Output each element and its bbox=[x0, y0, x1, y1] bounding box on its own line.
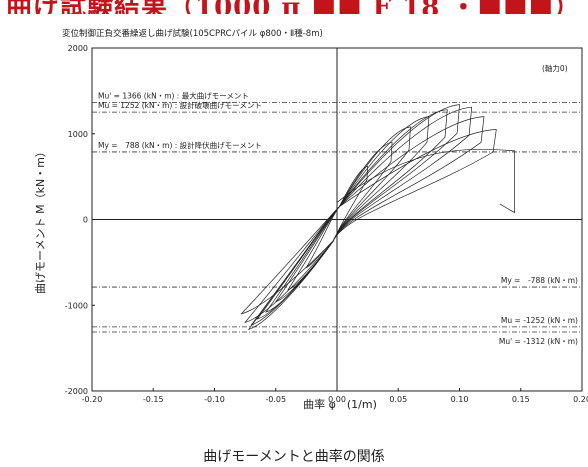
x-axis-label: 曲率 φ (1/m) bbox=[303, 397, 377, 411]
banner-text: 曲げ試験結果（1000 π ■■ F 18 ・■■■） bbox=[6, 0, 581, 14]
x-tick-labels: -0.20 -0.15 -0.10 -0.05 0.00 0.05 0.10 0.15 0.20 bbox=[82, 388, 588, 404]
x-tick-label: 0.10 bbox=[451, 395, 469, 404]
y-tick-labels: 2000 1000 0 -1000 -2000 bbox=[65, 44, 95, 396]
chart-title: 変位制御正負交番繰返し曲げ試験(105CPRCパイル φ800・Ⅱ種-8m) bbox=[62, 29, 323, 39]
y-tick-label: -2000 bbox=[65, 387, 88, 396]
x-tick-label: -0.20 bbox=[82, 395, 103, 404]
reference-label: Mu = 1252 (kN・m) : 設計破壊曲げモーメント bbox=[98, 100, 262, 110]
y-tick-label: 0 bbox=[83, 216, 88, 225]
reference-label: Mu = -1252 (kN・m) bbox=[501, 316, 578, 325]
final-branch bbox=[336, 148, 515, 214]
y-axis-label: 曲げモーメント M（kN・m） bbox=[34, 146, 47, 294]
zero-axes bbox=[92, 48, 582, 391]
x-tick-label: 0.20 bbox=[573, 395, 588, 404]
hysteresis-loop bbox=[256, 109, 448, 320]
y-tick-label: 2000 bbox=[68, 44, 88, 53]
axial-force-note: (軸力0) bbox=[542, 63, 568, 73]
x-tick-label: 0.00 bbox=[328, 395, 346, 404]
reference-label: My = 788 (kN・m) : 設計降伏曲げモーメント bbox=[98, 140, 262, 150]
x-tick-label: 0.05 bbox=[389, 395, 407, 404]
x-tick-label: -0.05 bbox=[265, 395, 286, 404]
x-tick-label: -0.10 bbox=[204, 395, 225, 404]
hysteresis-loop bbox=[287, 141, 393, 291]
reference-label: Mu' = 1366 (kN・m) : 最大曲げモーメント bbox=[98, 90, 249, 100]
hysteresis-loops bbox=[240, 104, 515, 330]
hysteresis-loop bbox=[240, 129, 497, 315]
figure-caption: 曲げモーメントと曲率の関係 bbox=[203, 449, 385, 465]
hysteresis-loop bbox=[247, 106, 473, 330]
y-tick-label: -1000 bbox=[65, 301, 88, 310]
x-tick-label: 0.15 bbox=[512, 395, 530, 404]
y-tick-label: 1000 bbox=[68, 130, 88, 139]
reference-label: Mu' = -1312 (kN・m) bbox=[499, 337, 578, 346]
reference-label: My = -788 (kN・m) bbox=[501, 276, 578, 285]
hysteresis-loop bbox=[274, 126, 411, 303]
top-banner: 曲げ試験結果（1000 π ■■ F 18 ・■■■） bbox=[0, 0, 588, 14]
hysteresis-loop bbox=[244, 116, 485, 324]
x-tick-label: -0.15 bbox=[143, 395, 164, 404]
